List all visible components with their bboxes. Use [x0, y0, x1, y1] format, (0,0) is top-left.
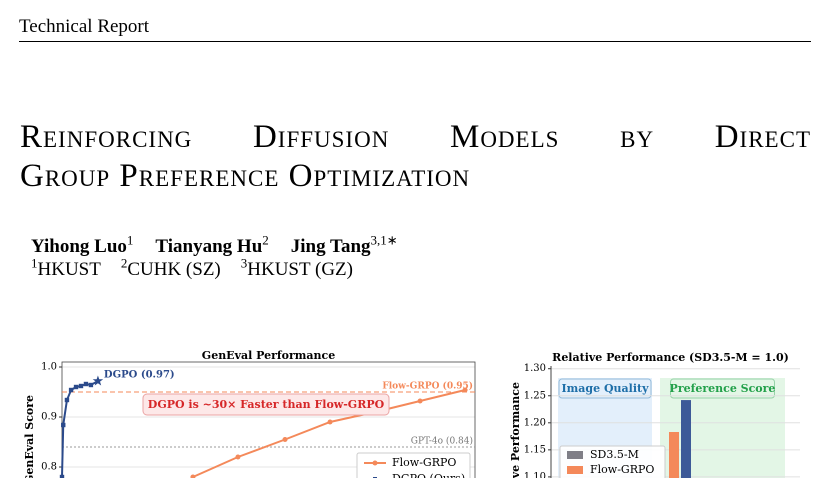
- header-rule: [19, 41, 811, 42]
- annotation: DGPO is ~30× Faster than Flow-GRPO: [148, 398, 385, 411]
- point: [235, 454, 241, 460]
- author-name: Yihong Luo: [31, 236, 127, 258]
- running-header: Technical Report: [19, 16, 150, 37]
- y-tick-label: 1.20: [524, 417, 546, 428]
- reference-label: Flow-GRPO (0.95): [382, 381, 473, 392]
- point: [88, 382, 94, 388]
- group-label: Preference Score: [670, 382, 776, 395]
- point: [61, 422, 66, 428]
- y-tick-label: 1.0: [41, 362, 57, 373]
- legend-marker: [372, 460, 378, 466]
- series-line: [61, 380, 99, 478]
- affiliation-sup: 3: [240, 256, 248, 271]
- y-axis-label: Relative Performance: [509, 382, 522, 478]
- group-label-box: [558, 378, 652, 399]
- affiliations: 1HKUST 2CUHK (SZ) 3HKUST (GZ): [31, 256, 373, 281]
- y-tick-label: 1.15: [524, 444, 546, 455]
- annotation: DGPO (0.97): [104, 370, 175, 381]
- bar: [669, 432, 679, 478]
- point: [417, 398, 423, 404]
- y-axis-label: GenEval Score: [23, 395, 36, 478]
- title-line: Group Preference Optimization: [20, 158, 471, 194]
- reference-label: GPT-4o (0.84): [411, 436, 473, 447]
- author: Jing Tang3,1∗: [290, 233, 398, 258]
- y-tick-label: 0.9: [41, 412, 57, 423]
- affiliation-sup: 1: [31, 256, 38, 271]
- point: [59, 474, 65, 478]
- author-sup: 3,1∗: [370, 233, 398, 248]
- point: [282, 437, 288, 442]
- affiliation-name: HKUST: [37, 259, 101, 281]
- point: [327, 419, 333, 425]
- author-sup: 1: [126, 233, 134, 248]
- legend-label: SD3.5-M: [590, 448, 639, 461]
- affiliation: 3HKUST (GZ): [240, 256, 353, 281]
- y-tick-label: 1.10: [524, 471, 546, 478]
- group-label: Image Quality: [562, 382, 650, 395]
- legend-swatch: [567, 451, 583, 459]
- y-tick-label: 1.25: [524, 390, 546, 401]
- author-sup: 2: [262, 233, 269, 248]
- affiliation: 1HKUST: [31, 256, 101, 281]
- legend-box: [559, 445, 666, 478]
- chart-title: Relative Performance (SD3.5-M = 1.0): [552, 351, 789, 364]
- affiliation-sup: 2: [120, 256, 128, 271]
- author: Yihong Luo1: [31, 233, 134, 258]
- point: [68, 387, 74, 393]
- affiliation-name: HKUST (GZ): [247, 259, 353, 281]
- legend-label: DGPO (Ours): [392, 472, 465, 478]
- affiliation-name: CUHK (SZ): [127, 259, 221, 281]
- y-tick-label: 1.30: [524, 363, 546, 374]
- legend-swatch: [567, 466, 583, 474]
- point-star: [92, 375, 104, 386]
- group-label-box: [670, 378, 775, 399]
- y-tick-label: 0.8: [41, 462, 57, 473]
- point: [73, 384, 79, 390]
- title-line: Reinforcing Diffusion Models by Direct: [20, 119, 811, 155]
- legend-label: Flow-GRPO: [590, 463, 654, 476]
- author-name: Tianyang Hu: [155, 236, 263, 258]
- author-name: Jing Tang: [290, 236, 371, 258]
- legend-box: [356, 452, 471, 478]
- point: [78, 383, 84, 389]
- bar: [681, 400, 691, 478]
- point: [83, 381, 89, 387]
- point: [64, 397, 70, 403]
- author: Tianyang Hu2: [155, 233, 269, 258]
- legend-label: Flow-GRPO: [392, 456, 456, 469]
- affiliation: 2CUHK (SZ): [120, 256, 221, 281]
- chart-title: GenEval Performance: [202, 349, 335, 362]
- point: [190, 474, 196, 478]
- point: [462, 387, 468, 393]
- callout-box: [142, 393, 390, 416]
- authors: Yihong Luo1 Tianyang Hu2 Jing Tang3,1∗: [31, 233, 420, 258]
